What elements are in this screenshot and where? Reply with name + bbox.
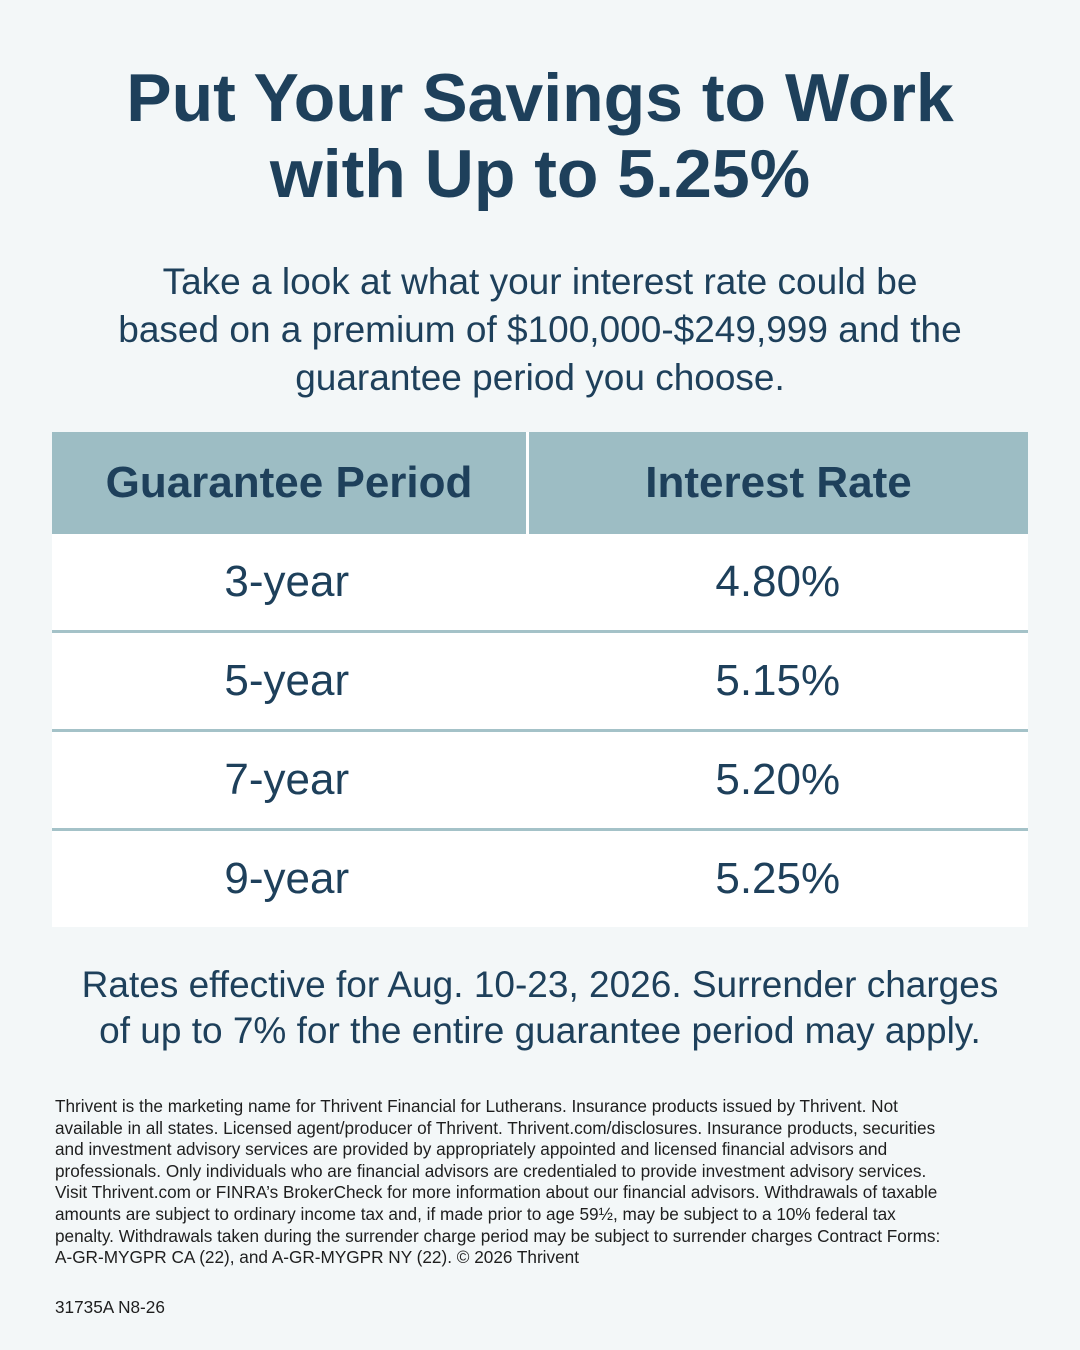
disclosure-line: amounts are subject to ordinary income t…	[55, 1203, 896, 1224]
disclosure-line: penalty. Withdrawals taken during the su…	[55, 1225, 941, 1246]
table-row: 3-year 4.80%	[52, 534, 1028, 633]
table-row: 7-year 5.20%	[52, 730, 1028, 831]
column-header-interest-rate: Interest Rate	[527, 432, 1028, 534]
disclosure-line: Thrivent is the marketing name for Thriv…	[55, 1096, 898, 1116]
guarantee-period-cell: 7-year	[52, 730, 528, 831]
rates-notice-line-2: of up to 7% for the entire guarantee per…	[99, 1010, 981, 1051]
guarantee-period-cell: 5-year	[52, 631, 528, 732]
table-row: 9-year 5.25%	[52, 829, 1028, 927]
column-header-guarantee-period: Guarantee Period	[52, 432, 529, 534]
disclosure-line: A-GR-MYGPR CA (22), and A-GR-MYGPR NY (2…	[55, 1247, 579, 1268]
rates-notice: Rates effective for Aug. 10-23, 2026. Su…	[20, 962, 1060, 1054]
rate-table: Guarantee Period Interest Rate 3-year 4.…	[52, 432, 1028, 927]
interest-rate-cell: 5.15%	[527, 631, 1028, 732]
interest-rate-cell: 5.25%	[527, 829, 1028, 927]
disclosure-line: available in all states. Licensed agent/…	[55, 1117, 936, 1138]
intro-text: Take a look at what your interest rate c…	[60, 258, 1020, 402]
intro-line-3: guarantee period you choose.	[295, 357, 785, 398]
form-code: 31735A N8-26	[55, 1297, 165, 1317]
guarantee-period-cell: 9-year	[52, 829, 528, 927]
headline-line-1: Put Your Savings to Work	[126, 60, 954, 136]
headline: Put Your Savings to Work with Up to 5.25…	[0, 60, 1080, 212]
intro-line-1: Take a look at what your interest rate c…	[162, 261, 918, 302]
disclosure-line: and investment advisory services are pro…	[55, 1139, 888, 1160]
interest-rate-cell: 4.80%	[527, 534, 1028, 633]
disclosure-line: Visit Thrivent.com or FINRA’s BrokerChec…	[55, 1182, 938, 1203]
legal-disclosure: Thrivent is the marketing name for Thriv…	[55, 1096, 1030, 1269]
headline-line-2: with Up to 5.25%	[269, 136, 811, 212]
intro-line-2: based on a premium of $100,000-$249,999 …	[118, 309, 962, 350]
interest-rate-cell: 5.20%	[527, 730, 1028, 831]
table-header-row: Guarantee Period Interest Rate	[52, 432, 1028, 534]
disclosure-line: professionals. Only individuals who are …	[55, 1160, 927, 1181]
guarantee-period-cell: 3-year	[52, 534, 528, 633]
rates-notice-line-1: Rates effective for Aug. 10-23, 2026. Su…	[81, 964, 999, 1005]
table-row: 5-year 5.15%	[52, 631, 1028, 732]
